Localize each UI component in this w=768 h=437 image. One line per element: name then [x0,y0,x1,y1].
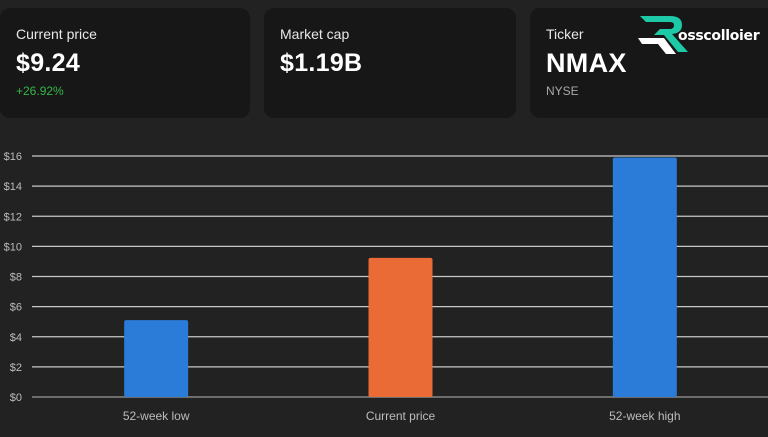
market-cap-card: Market cap $1.19B [264,8,516,118]
y-tick-label: $6 [10,302,22,314]
y-tick-label: $12 [4,211,22,223]
summary-cards: Current price $9.24 +26.92% Market cap $… [0,8,768,118]
ticker-card: Ticker NMAX NYSE [530,8,768,118]
y-tick-label: $14 [4,181,22,193]
y-tick-label: $4 [10,332,22,344]
bar-52-week-high[interactable] [612,157,677,397]
y-tick-label: $8 [10,272,22,284]
y-tick-label: $2 [10,362,22,374]
y-tick-label: $10 [4,241,22,253]
y-tick-label: $16 [4,151,22,163]
y-tick-label: $0 [10,392,22,404]
market-cap-label: Market cap [280,26,350,42]
price-change-percent: +26.92% [16,84,64,98]
price-range-chart: $0 $2 $4 $6 $8 $10 $12 $14 $16 52-week low Current… [0,130,768,432]
x-tick-label: Current price [366,409,436,423]
bar-current-price[interactable] [368,257,433,397]
brand-logo: osscolloier [636,12,768,56]
current-price-value: $9.24 [16,49,81,77]
bar-52-week-low[interactable] [124,320,189,397]
current-price-label: Current price [16,26,97,42]
x-tick-label: 52-week high [609,409,680,423]
ticker-value: NMAX [546,48,627,78]
logo-r-mark-icon [638,16,688,54]
logo-text: osscolloier [678,28,760,44]
ticker-label: Ticker [546,26,584,42]
market-cap-value: $1.19B [280,49,363,77]
bar-chart-svg: $0 $2 $4 $6 $8 $10 $12 $14 $16 52-week low Current… [4,151,768,423]
current-price-card: Current price $9.24 +26.92% [0,8,250,118]
x-tick-label: 52-week low [123,409,190,423]
exchange-name: NYSE [546,84,579,98]
